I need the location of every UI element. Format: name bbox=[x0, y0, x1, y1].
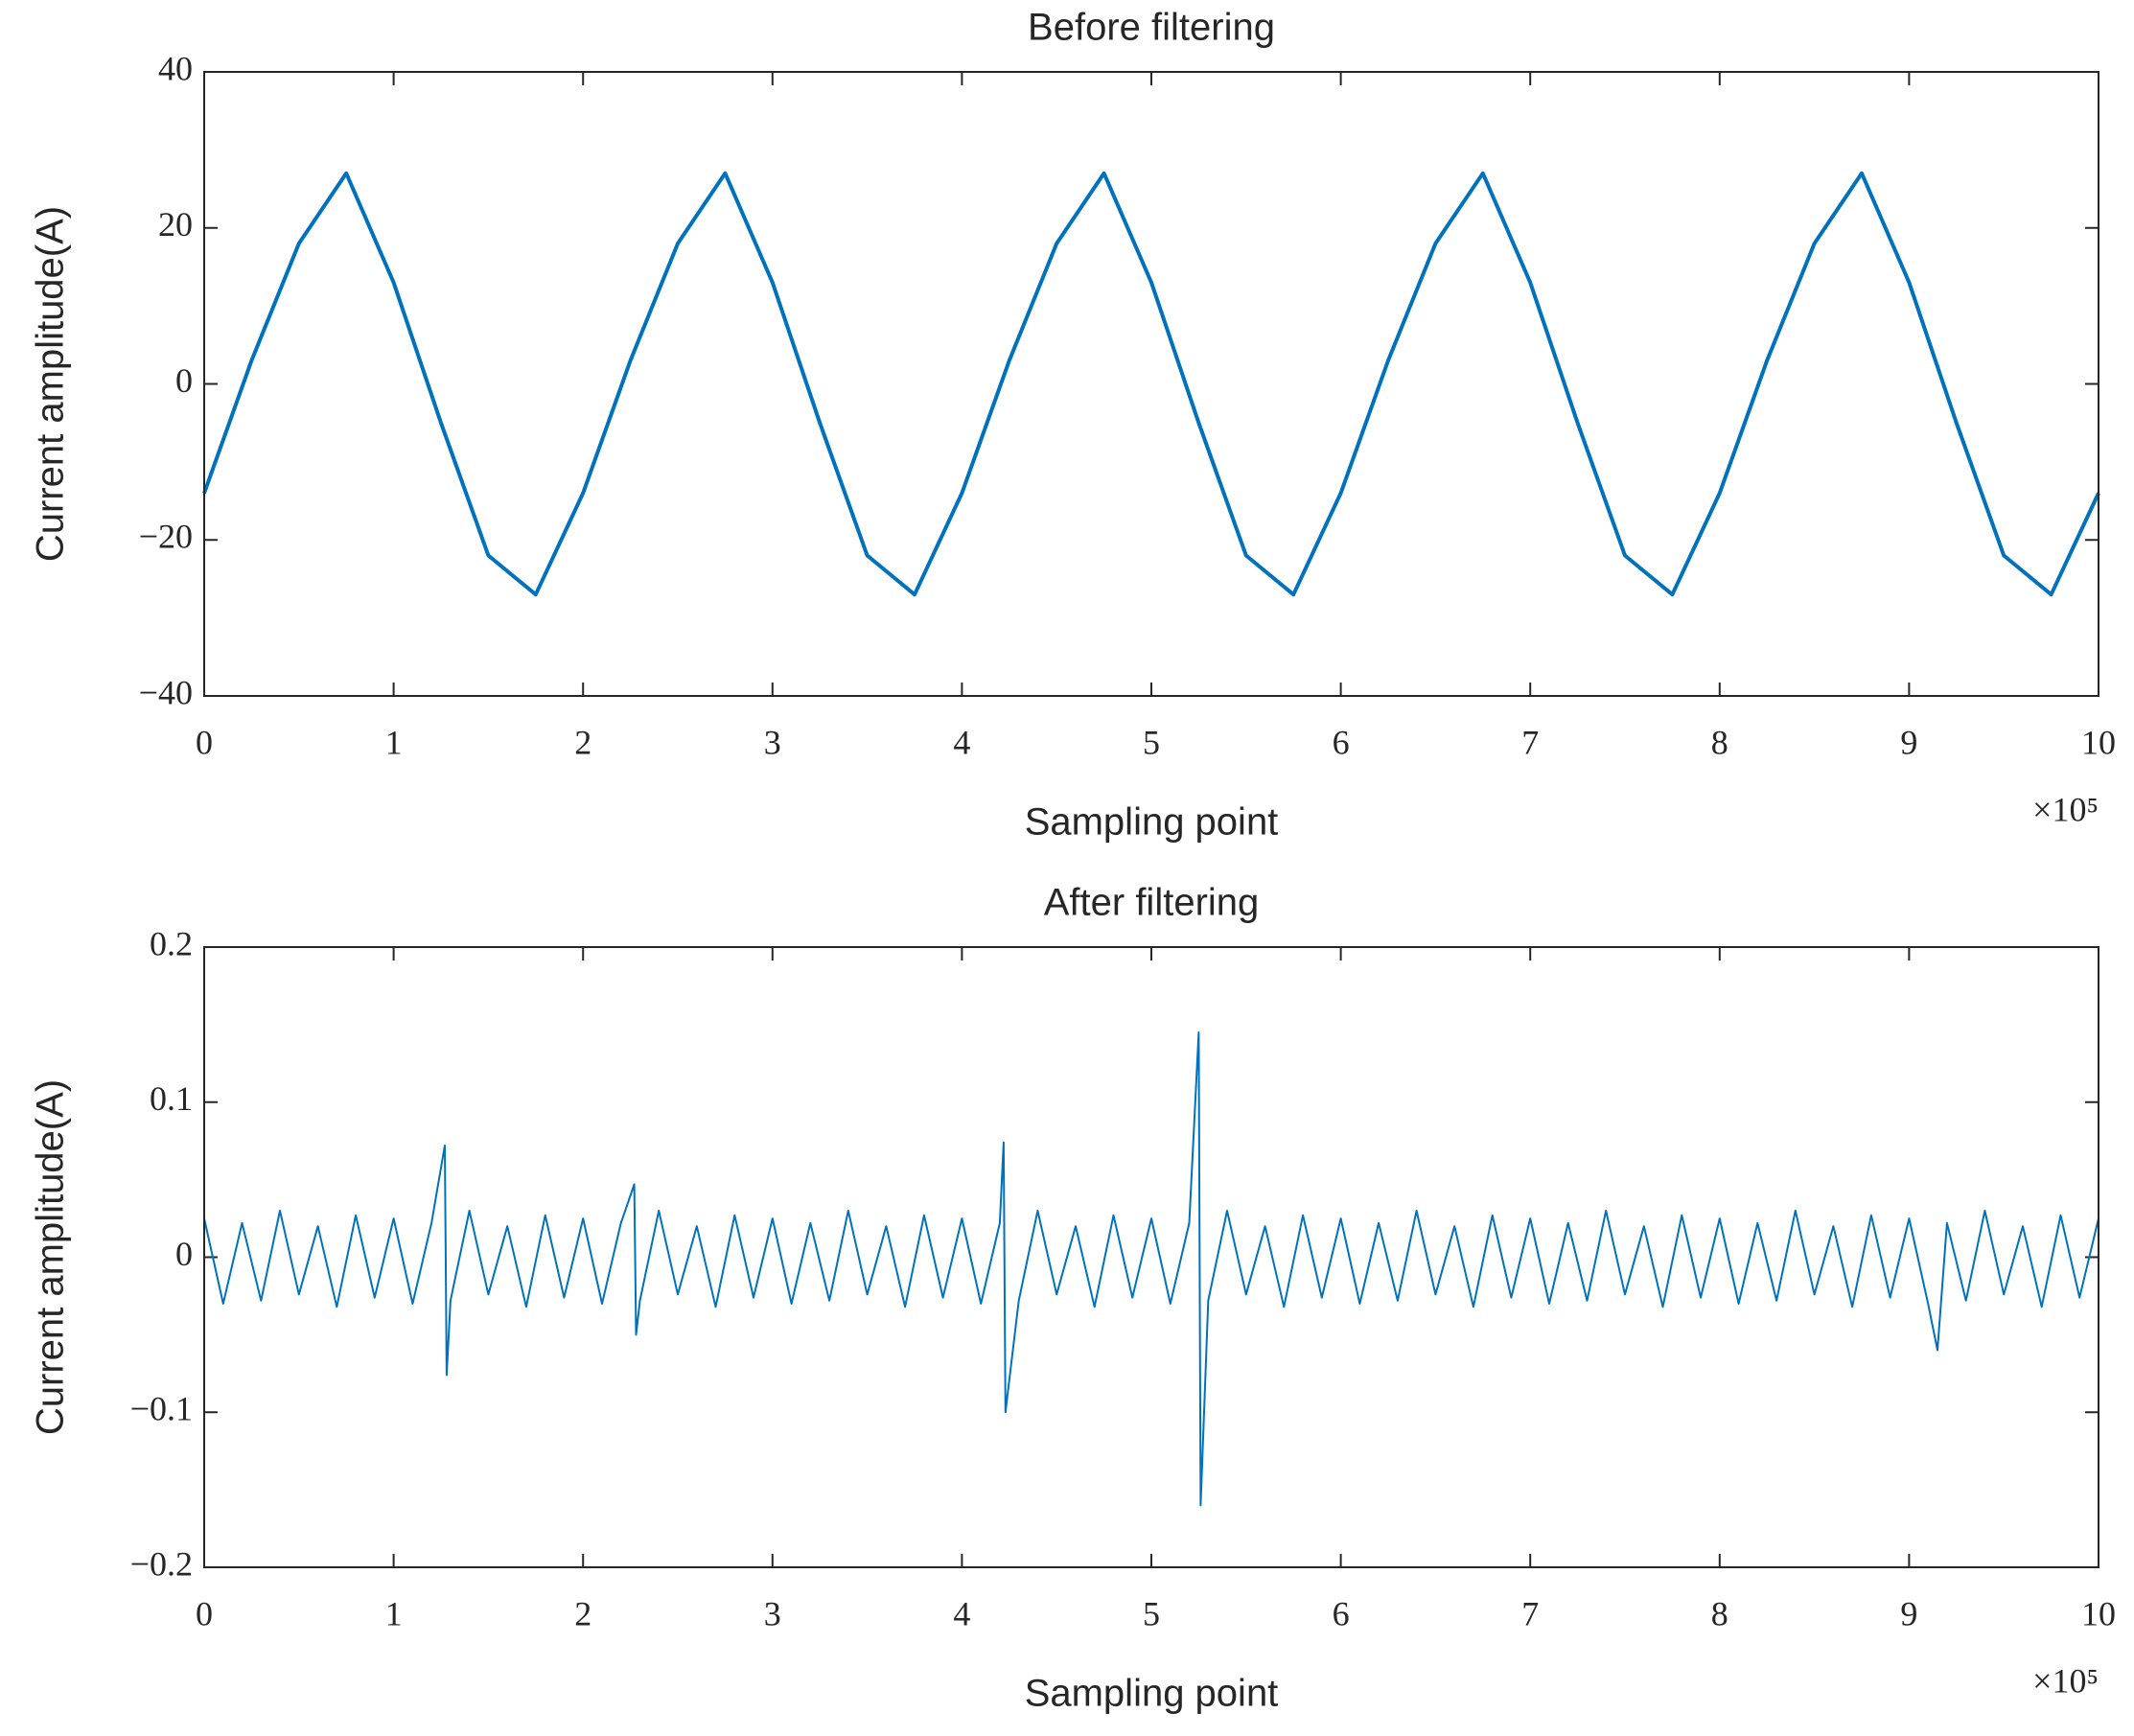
data-line bbox=[202, 171, 2100, 597]
x-tick-label: 7 bbox=[1521, 723, 1539, 761]
x-axis-label: Sampling point bbox=[1025, 1673, 1279, 1715]
y-tick-label: 0 bbox=[175, 361, 193, 400]
chart-title: Before filtering bbox=[1028, 7, 1275, 49]
x-tick-label: 10 bbox=[2081, 1594, 2116, 1632]
y-tick-label: −40 bbox=[139, 673, 193, 711]
x-tick-label: 6 bbox=[1333, 1594, 1350, 1632]
y-axis-label: Current amplitude(A) bbox=[30, 206, 72, 562]
x-tick-label: 8 bbox=[1711, 723, 1728, 761]
x-tick-label: 3 bbox=[764, 1594, 781, 1632]
plot-area bbox=[204, 947, 2099, 1567]
y-tick-label: 40 bbox=[158, 49, 193, 87]
x-tick-label: 7 bbox=[1521, 1594, 1539, 1632]
x-tick-label: 0 bbox=[196, 723, 213, 761]
x-tick-label: 0 bbox=[196, 1594, 213, 1632]
axes-box bbox=[203, 946, 2099, 1568]
x-multiplier: ×10⁵ bbox=[2032, 1661, 2099, 1700]
axes-box bbox=[203, 71, 2099, 697]
x-multiplier: ×10⁵ bbox=[2032, 790, 2099, 828]
y-tick-label: −0.1 bbox=[130, 1390, 193, 1428]
x-tick-label: 1 bbox=[385, 723, 403, 761]
x-tick-label: 4 bbox=[953, 1594, 970, 1632]
y-axis-label: Current amplitude(A) bbox=[30, 1079, 72, 1435]
x-tick-label: 2 bbox=[574, 723, 591, 761]
y-tick-label: 0 bbox=[175, 1235, 193, 1273]
x-tick-label: 4 bbox=[953, 723, 970, 761]
x-tick-label: 9 bbox=[1900, 1594, 1917, 1632]
x-tick-label: 6 bbox=[1333, 723, 1350, 761]
y-tick-label: 0.1 bbox=[150, 1079, 193, 1118]
x-tick-label: 5 bbox=[1143, 723, 1160, 761]
y-tick-label: 20 bbox=[158, 205, 193, 243]
x-tick-label: 8 bbox=[1711, 1594, 1728, 1632]
plot-area bbox=[204, 72, 2099, 696]
chart-title: After filtering bbox=[1044, 882, 1260, 924]
x-tick-label: 10 bbox=[2081, 723, 2116, 761]
data-line bbox=[203, 1031, 2099, 1507]
x-tick-label: 9 bbox=[1900, 723, 1917, 761]
y-tick-label: −20 bbox=[139, 518, 193, 556]
x-tick-label: 3 bbox=[764, 723, 781, 761]
x-tick-label: 1 bbox=[385, 1594, 403, 1632]
y-tick-label: −0.2 bbox=[130, 1544, 193, 1583]
x-axis-label: Sampling point bbox=[1025, 801, 1279, 844]
y-tick-label: 0.2 bbox=[150, 924, 193, 962]
x-tick-label: 5 bbox=[1143, 1594, 1160, 1632]
x-tick-label: 2 bbox=[574, 1594, 591, 1632]
